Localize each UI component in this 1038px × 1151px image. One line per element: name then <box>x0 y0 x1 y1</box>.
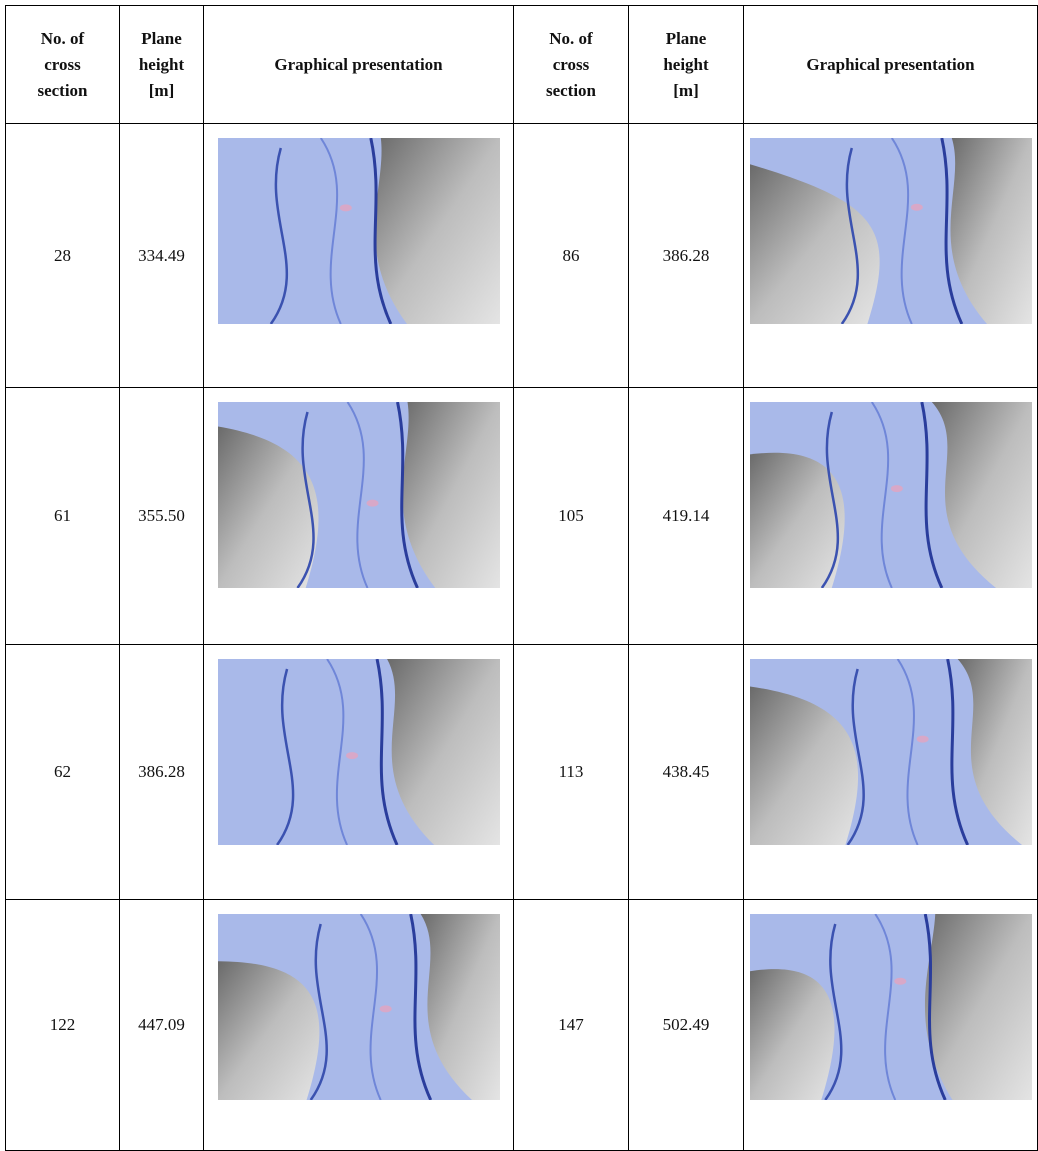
table-cell: 386.28 <box>628 123 744 388</box>
river <box>923 914 947 1100</box>
header-cell: No. of cross section <box>5 5 120 124</box>
marker <box>345 752 358 760</box>
header-row: No. of cross section Plane height [m] Grap… <box>5 5 1038 124</box>
header-text: Graphical presentation <box>806 54 975 74</box>
table-cell: 438.45 <box>628 644 744 900</box>
terrain <box>217 961 319 1100</box>
terrain <box>217 426 318 588</box>
marker <box>379 1005 392 1013</box>
table-cell: 386.28 <box>119 644 204 900</box>
terrain-image <box>217 659 500 845</box>
terrain-image <box>749 402 1032 588</box>
terrain-image <box>217 138 500 324</box>
image-cell <box>743 899 1038 1151</box>
header-text: Graphical presentation <box>274 54 443 74</box>
header-cell: No. of cross section <box>513 5 629 124</box>
image-cell <box>743 644 1038 900</box>
table-cell: 447.09 <box>119 899 204 1151</box>
terrain <box>386 659 500 845</box>
terrain <box>949 138 1032 324</box>
terrain <box>420 914 500 1100</box>
river <box>896 659 919 845</box>
river <box>269 147 288 324</box>
image-cell <box>743 387 1038 645</box>
marker <box>366 499 379 507</box>
terrain-image <box>217 914 500 1100</box>
header-text: Plane height [m] <box>138 28 185 100</box>
terrain <box>749 452 845 588</box>
table-row: 62 386.28 113 438.45 <box>5 644 1038 900</box>
river <box>309 923 328 1100</box>
image-cell <box>203 123 514 388</box>
river <box>939 138 963 324</box>
table-cell: 419.14 <box>628 387 744 645</box>
river <box>295 411 315 588</box>
marker <box>890 485 903 493</box>
river <box>840 147 859 324</box>
terrain <box>931 402 1032 588</box>
marker <box>339 204 352 212</box>
table-row: 28 334.49 86 386.28 <box>5 123 1038 388</box>
river <box>275 668 294 845</box>
header-cell: Plane height [m] <box>119 5 204 124</box>
terrain-image <box>749 914 1032 1100</box>
terrain <box>924 914 1032 1100</box>
table-cell: 28 <box>5 123 120 388</box>
table-cell: 122 <box>5 899 120 1151</box>
header-cell: Plane height [m] <box>628 5 744 124</box>
image-cell <box>743 123 1038 388</box>
river <box>375 659 398 845</box>
header-cell: Graphical presentation <box>743 5 1038 124</box>
image-cell <box>203 387 514 645</box>
river <box>823 923 842 1100</box>
terrain <box>957 659 1032 845</box>
table-cell: 105 <box>513 387 629 645</box>
header-text: No. of cross section <box>37 28 88 100</box>
river <box>319 138 342 324</box>
header-text: No. of cross section <box>545 28 597 100</box>
river <box>945 659 969 845</box>
terrain-image <box>749 138 1032 324</box>
table-cell: 355.50 <box>119 387 204 645</box>
table-cell: 147 <box>513 899 629 1151</box>
terrain <box>401 402 500 588</box>
terrain-image <box>217 402 500 588</box>
table-cell: 61 <box>5 387 120 645</box>
terrain <box>749 686 858 845</box>
image-cell <box>203 644 514 900</box>
header-text: Plane height [m] <box>663 28 709 100</box>
image-cell <box>203 899 514 1151</box>
table-cell: 86 <box>513 123 629 388</box>
table-cell: 62 <box>5 644 120 900</box>
table-cell: 502.49 <box>628 899 744 1151</box>
river <box>408 914 432 1100</box>
river <box>346 402 368 588</box>
river <box>359 914 382 1100</box>
terrain <box>374 138 500 324</box>
river <box>919 402 943 588</box>
river <box>873 914 896 1100</box>
table-row: 61 355.50 105 419.14 <box>5 387 1038 645</box>
header-cell: Graphical presentation <box>203 5 514 124</box>
terrain <box>749 969 834 1100</box>
marker <box>893 977 906 985</box>
river <box>395 402 419 588</box>
river <box>890 138 913 324</box>
marker <box>916 735 929 743</box>
table-body: 28 334.49 86 386.28 61 355.50 105 419.14 62 386.2… <box>5 123 1038 1151</box>
river <box>325 659 348 845</box>
river <box>846 668 865 845</box>
marker <box>910 203 923 211</box>
table-cell: 113 <box>513 644 629 900</box>
table-row: 122 447.09 147 502.49 <box>5 899 1038 1151</box>
river <box>870 402 893 588</box>
river <box>368 138 392 324</box>
results-table: No. of cross section Plane height [m] Grap… <box>5 5 1038 1151</box>
river <box>820 411 839 588</box>
terrain-image <box>749 659 1032 845</box>
table-cell: 334.49 <box>119 123 204 388</box>
